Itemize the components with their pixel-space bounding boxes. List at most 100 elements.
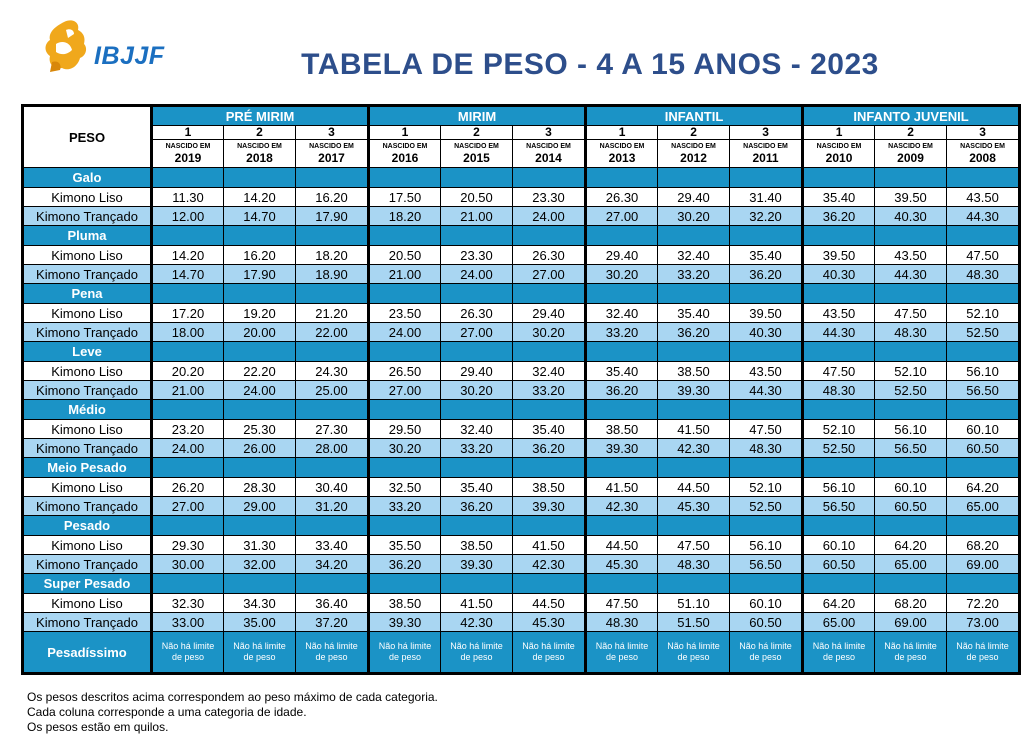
weight-cell: 45.30 — [585, 554, 659, 574]
weight-cell: 36.20 — [368, 554, 441, 574]
category-fill-cell — [729, 515, 805, 536]
weight-cell: 33.40 — [295, 535, 370, 555]
row-label: Kimono Liso — [22, 593, 153, 613]
category-fill-cell — [511, 341, 588, 362]
weight-cell: 43.50 — [946, 187, 1021, 207]
weight-cell: 68.20 — [874, 593, 948, 613]
row-label: Kimono Trançado — [22, 206, 153, 226]
category-row: Super Pesado — [22, 573, 1021, 594]
category-fill-cell — [874, 573, 948, 594]
weight-cell: 52.50 — [946, 322, 1021, 342]
weight-cell: 48.30 — [946, 264, 1021, 284]
weight-cell: 52.10 — [729, 477, 805, 497]
weight-cell: 47.50 — [729, 419, 805, 439]
weight-cell: 14.70 — [151, 264, 224, 284]
page-title: TABELA DE PESO - 4 A 15 ANOS - 2023 — [301, 48, 879, 81]
no-limit-text-1: Não há limite — [233, 641, 286, 651]
weight-cell: 31.20 — [295, 496, 370, 516]
weight-cell: 29.40 — [585, 245, 659, 265]
birth-year-cell: NASCIDO EM 2015 — [440, 139, 513, 168]
birth-year-cell: NASCIDO EM 2014 — [511, 139, 588, 168]
category-fill-cell — [802, 283, 876, 304]
weight-cell: 33.20 — [440, 438, 513, 458]
born-label: NASCIDO EM — [671, 142, 716, 150]
footnotes: Os pesos descritos acima correspondem ao… — [27, 690, 438, 735]
category-fill-cell — [511, 225, 588, 246]
weight-cell: 60.10 — [946, 419, 1021, 439]
weight-cell: 23.20 — [151, 419, 224, 439]
weight-cell: 35.40 — [802, 187, 876, 207]
weight-cell: 44.50 — [585, 535, 659, 555]
weight-cell: 20.50 — [368, 245, 441, 265]
kimono-liso-row: Kimono Liso 29.30 31.30 33.40 35.50 38.50 41.5… — [22, 535, 1021, 555]
weight-cell: 35.40 — [729, 245, 805, 265]
birth-year-cell: NASCIDO EM 2008 — [946, 139, 1021, 168]
category-fill-cell — [657, 167, 731, 188]
weight-cell: 29.40 — [657, 187, 731, 207]
weight-cell: 33.00 — [151, 612, 224, 632]
age-level-number: 3 — [511, 125, 588, 140]
category-fill-cell — [585, 225, 659, 246]
weight-cell: 26.30 — [511, 245, 588, 265]
weight-cell: 32.20 — [729, 206, 805, 226]
weight-cell: 47.50 — [585, 593, 659, 613]
weight-cell: 37.20 — [295, 612, 370, 632]
category-fill-cell — [729, 399, 805, 420]
birth-year-cell: NASCIDO EM 2017 — [295, 139, 370, 168]
category-row: Médio — [22, 399, 1021, 420]
weight-cell: 38.50 — [440, 535, 513, 555]
weight-cell: 44.50 — [657, 477, 731, 497]
weight-cell: 36.40 — [295, 593, 370, 613]
weight-cell: 39.50 — [729, 303, 805, 323]
row-label: Kimono Trançado — [22, 612, 153, 632]
weight-cell: 21.00 — [151, 380, 224, 400]
weight-cell: 21.00 — [440, 206, 513, 226]
weight-cell: 44.30 — [729, 380, 805, 400]
weight-cell: 32.40 — [657, 245, 731, 265]
age-level-number: 3 — [729, 125, 805, 140]
weight-cell: 43.50 — [874, 245, 948, 265]
weight-cell: 17.90 — [295, 206, 370, 226]
born-label: NASCIDO EM — [237, 142, 282, 150]
category-fill-cell — [151, 341, 224, 362]
category-fill-cell — [946, 167, 1021, 188]
category-fill-cell — [511, 399, 588, 420]
category-name: Pena — [22, 283, 153, 304]
no-limit-text-2: de peso — [894, 652, 927, 662]
weight-cell: 26.30 — [440, 303, 513, 323]
weight-cell: 41.50 — [657, 419, 731, 439]
weight-cell: 51.10 — [657, 593, 731, 613]
category-fill-cell — [802, 457, 876, 478]
weight-cell: 60.50 — [802, 554, 876, 574]
weight-cell: 42.30 — [511, 554, 588, 574]
born-label: NASCIDO EM — [165, 142, 211, 150]
weight-cell: 56.10 — [802, 477, 876, 497]
peso-header: PESO — [22, 105, 153, 168]
born-label: NASCIDO EM — [454, 142, 499, 150]
weight-cell: 36.20 — [440, 496, 513, 516]
category-fill-cell — [946, 515, 1021, 536]
weight-cell: 42.30 — [657, 438, 731, 458]
weight-cell: 17.20 — [151, 303, 224, 323]
weight-cell: 60.50 — [874, 496, 948, 516]
category-name: Super Pesado — [22, 573, 153, 594]
weight-cell: 52.50 — [729, 496, 805, 516]
category-fill-cell — [223, 573, 296, 594]
kimono-trancado-row: Kimono Trançado 33.00 35.00 37.20 39.30 42.30… — [22, 612, 1021, 632]
birth-year-cell: NASCIDO EM 2011 — [729, 139, 805, 168]
weight-cell: 24.00 — [511, 206, 588, 226]
birth-year: 2011 — [752, 150, 779, 165]
weight-cell: 52.10 — [802, 419, 876, 439]
weight-cell: 68.20 — [946, 535, 1021, 555]
category-fill-cell — [368, 283, 441, 304]
category-fill-cell — [223, 457, 296, 478]
age-level-number: 3 — [946, 125, 1021, 140]
category-fill-cell — [511, 457, 588, 478]
born-label: NASCIDO EM — [309, 142, 354, 150]
category-fill-cell — [729, 341, 805, 362]
no-limit-cell: Não há limite de peso — [874, 631, 948, 674]
kimono-liso-row: Kimono Liso 26.20 28.30 30.40 32.50 35.40 38.5… — [22, 477, 1021, 497]
no-limit-text-1: Não há limite — [378, 641, 432, 651]
born-label: NASCIDO EM — [526, 142, 571, 150]
category-row: Galo — [22, 167, 1021, 188]
